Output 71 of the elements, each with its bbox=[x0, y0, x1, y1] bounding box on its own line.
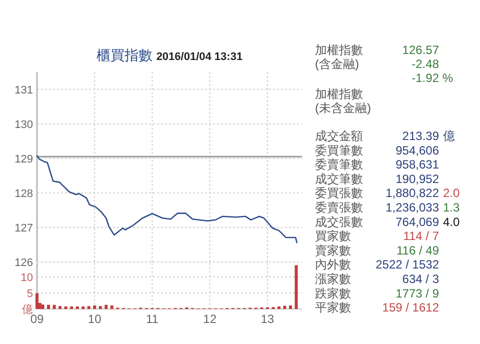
text: 內外數 bbox=[315, 258, 351, 272]
y-tick-label: 億 bbox=[22, 303, 33, 316]
bar bbox=[36, 293, 38, 309]
text: 114 / 7 bbox=[403, 229, 440, 244]
y-tick-label: 5 bbox=[26, 288, 33, 300]
text: 加權指數 bbox=[315, 87, 363, 101]
text: (含金融) bbox=[315, 57, 359, 71]
bar bbox=[58, 306, 62, 309]
bar bbox=[87, 306, 90, 309]
y-tick-label: 126 bbox=[14, 257, 33, 269]
text: 159 / 1612 bbox=[382, 300, 440, 315]
line-series bbox=[36, 155, 298, 244]
text: 漲家數 bbox=[315, 272, 351, 286]
text: 成交筆數 bbox=[315, 172, 363, 186]
text: 平家數 bbox=[315, 300, 351, 315]
text: 190,952 bbox=[396, 172, 440, 186]
chart-title: 櫃買指數 bbox=[96, 47, 156, 63]
y-tick-label: 127 bbox=[14, 222, 33, 234]
text: 2522 / 1532 bbox=[376, 258, 440, 272]
text: 764,069 bbox=[396, 214, 440, 229]
bar bbox=[52, 304, 56, 309]
text: 億 bbox=[443, 129, 455, 143]
y-tick-label: 128 bbox=[14, 188, 33, 200]
text: 加權指數 bbox=[315, 43, 363, 57]
bar bbox=[47, 304, 50, 309]
bar bbox=[288, 305, 292, 309]
y-tick-label: 131 bbox=[14, 84, 33, 96]
bar bbox=[98, 306, 102, 309]
chart-subtitle: 2016/01/04 13:31 bbox=[156, 51, 243, 63]
x-tick-label: 12 bbox=[203, 312, 217, 326]
bar bbox=[277, 306, 280, 309]
text: 958,631 bbox=[396, 158, 440, 172]
bar bbox=[41, 304, 44, 309]
text: 成交張數 bbox=[315, 214, 363, 229]
text: 634 / 3 bbox=[402, 272, 440, 286]
x-tick-label: 10 bbox=[88, 312, 102, 326]
text: -2.48 bbox=[412, 57, 440, 71]
bar bbox=[283, 306, 286, 309]
text: -1.92 % bbox=[412, 71, 454, 85]
bar bbox=[64, 306, 68, 309]
y-tick-label: 129 bbox=[14, 153, 33, 166]
bar bbox=[82, 306, 85, 309]
y-tick-label: 130 bbox=[14, 118, 33, 131]
text: 116 / 49 bbox=[396, 243, 440, 258]
text: 126.57 bbox=[402, 43, 440, 57]
bar bbox=[70, 306, 74, 309]
text: 成交金額 bbox=[315, 129, 363, 143]
text: 買家數 bbox=[315, 229, 351, 244]
bar bbox=[110, 305, 114, 309]
text: 委賣張數 bbox=[315, 200, 363, 214]
text: 2.0 bbox=[443, 186, 460, 200]
text: (未含金融) bbox=[315, 101, 371, 115]
text: 委賣筆數 bbox=[315, 158, 363, 172]
text: 賣家數 bbox=[315, 243, 351, 258]
text: 委買張數 bbox=[315, 186, 363, 200]
bar bbox=[93, 305, 96, 309]
bar bbox=[104, 304, 108, 309]
x-tick-label: 13 bbox=[260, 312, 274, 326]
x-tick-label: 11 bbox=[146, 312, 159, 326]
y-tick-label: 10 bbox=[20, 272, 33, 284]
text: 954,606 bbox=[396, 143, 440, 158]
text: 委買筆數 bbox=[315, 143, 363, 158]
text: 4.0 bbox=[443, 214, 460, 229]
text: 1,236,033 bbox=[386, 200, 440, 214]
bar bbox=[76, 306, 79, 309]
text: 1.3 bbox=[443, 200, 460, 214]
text: 213.39 bbox=[402, 129, 440, 143]
text: 1,880,822 bbox=[386, 186, 440, 200]
text: 1773 / 9 bbox=[396, 286, 440, 300]
text: 跌家數 bbox=[315, 286, 351, 300]
bar bbox=[294, 265, 298, 309]
